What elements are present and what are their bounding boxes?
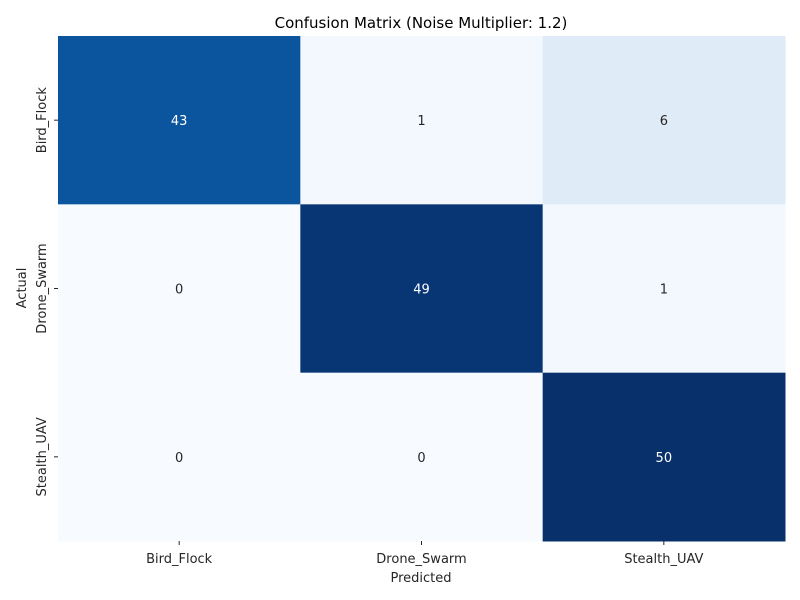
y-tick-label: Bird_Flock — [35, 87, 50, 154]
heatmap-cell-Bird_Flock-Drone_Swarm — [300, 36, 544, 205]
heatmap-cell-Bird_Flock-Stealth_UAV — [542, 36, 786, 205]
heatmap-cell-labels: 43 1 6 0 49 1 0 0 50 — [171, 114, 672, 466]
heatmap-cell-Stealth_UAV-Stealth_UAV — [542, 372, 786, 542]
heatmap-cell-Drone_Swarm-Bird_Flock — [58, 204, 301, 374]
y-tick-label: Stealth_UAV — [35, 417, 50, 496]
y-axis-ticks: Bird_Flock Drone_Swarm Stealth_UAV — [35, 87, 58, 496]
x-axis-ticks: Bird_Flock Drone_Swarm Stealth_UAV — [146, 541, 704, 567]
cell-value-label: 1 — [660, 283, 668, 298]
heatmap-cell-Drone_Swarm-Stealth_UAV — [542, 204, 786, 374]
cell-value-label: 0 — [175, 451, 183, 466]
heatmap-cell-Drone_Swarm-Drone_Swarm — [300, 204, 544, 374]
cell-value-label: 50 — [656, 451, 673, 466]
heatmap-cell-Stealth_UAV-Drone_Swarm — [300, 372, 544, 542]
heatmap-cell-Bird_Flock-Bird_Flock — [58, 36, 301, 205]
cell-value-label: 0 — [175, 283, 183, 298]
cell-value-label: 0 — [417, 451, 425, 466]
x-tick-label: Drone_Swarm — [376, 552, 466, 567]
x-axis-label: Predicted — [390, 571, 451, 586]
cell-value-label: 1 — [417, 114, 425, 129]
cell-value-label: 43 — [171, 114, 188, 129]
y-tick-label: Drone_Swarm — [35, 243, 50, 333]
chart-title: Confusion Matrix (Noise Multiplier: 1.2) — [275, 14, 568, 32]
cell-value-label: 49 — [413, 283, 430, 298]
y-axis-label: Actual — [15, 268, 30, 309]
heatmap-cells — [58, 36, 786, 542]
x-tick-label: Stealth_UAV — [624, 552, 703, 567]
x-tick-label: Bird_Flock — [146, 552, 213, 567]
heatmap-cell-Stealth_UAV-Bird_Flock — [58, 372, 301, 542]
cell-value-label: 6 — [660, 114, 668, 129]
